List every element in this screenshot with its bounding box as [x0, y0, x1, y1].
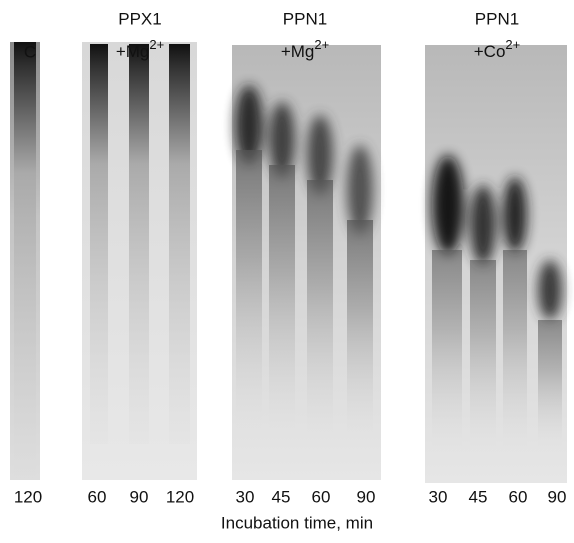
lane-label: 60: [88, 487, 107, 506]
lane-label: 120: [14, 487, 42, 506]
ion-label: +Co2+: [474, 37, 521, 61]
enzyme-label: PPN1: [283, 9, 327, 28]
ion: +Mg: [116, 42, 150, 61]
lane-label: 90: [548, 487, 567, 506]
lane-label: 45: [272, 487, 291, 506]
ion-label: +Mg2+: [281, 37, 329, 61]
lane-label: 30: [236, 487, 255, 506]
enzyme-label: PPX1: [118, 9, 161, 28]
gel-panel: [82, 42, 197, 480]
ion-label: +Mg2+: [116, 37, 164, 61]
gel-panel: [232, 45, 381, 480]
lane-label: 60: [509, 487, 528, 506]
ion: +Co: [474, 42, 506, 61]
charge: 2+: [314, 37, 329, 52]
gel-panel: [425, 45, 567, 483]
lane-label: 60: [312, 487, 331, 506]
charge: 2+: [505, 37, 520, 52]
enzyme-label: PPN1: [475, 9, 519, 28]
lane-label: 45: [469, 487, 488, 506]
panel-label: C: [24, 42, 36, 61]
lane-label: 90: [130, 487, 149, 506]
axis-title: Incubation time, min: [221, 513, 373, 532]
ion: +Mg: [281, 42, 315, 61]
gel-panel: [10, 42, 40, 480]
lane-label: 120: [166, 487, 194, 506]
lane-label: 30: [429, 487, 448, 506]
charge: 2+: [149, 37, 164, 52]
lane-label: 90: [357, 487, 376, 506]
